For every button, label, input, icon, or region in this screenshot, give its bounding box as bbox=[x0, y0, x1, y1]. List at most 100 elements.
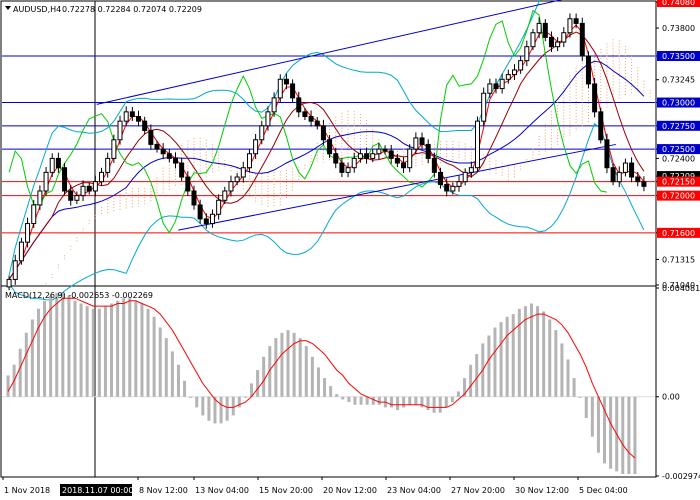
candle[interactable] bbox=[117, 115, 123, 145]
candle[interactable] bbox=[567, 13, 573, 38]
candle[interactable] bbox=[203, 213, 209, 229]
candle[interactable] bbox=[419, 132, 425, 150]
candle[interactable] bbox=[505, 69, 511, 84]
candle[interactable] bbox=[339, 157, 345, 178]
candle[interactable] bbox=[296, 91, 302, 118]
candle[interactable] bbox=[351, 152, 357, 173]
candle[interactable] bbox=[548, 31, 554, 52]
candle[interactable] bbox=[86, 182, 92, 195]
candle[interactable] bbox=[320, 119, 326, 146]
candle[interactable] bbox=[253, 133, 259, 159]
candle[interactable] bbox=[401, 157, 407, 173]
candle[interactable] bbox=[68, 185, 74, 206]
candle[interactable] bbox=[555, 37, 561, 52]
candle[interactable] bbox=[610, 163, 616, 186]
candle[interactable] bbox=[462, 168, 468, 186]
candle[interactable] bbox=[333, 148, 339, 169]
candle[interactable] bbox=[111, 134, 117, 163]
candle[interactable] bbox=[585, 51, 591, 89]
candle[interactable] bbox=[259, 120, 265, 145]
candle[interactable] bbox=[31, 200, 37, 228]
candle[interactable] bbox=[481, 87, 487, 127]
candle[interactable] bbox=[542, 19, 548, 42]
candle[interactable] bbox=[388, 144, 394, 164]
candle[interactable] bbox=[314, 117, 320, 130]
candle[interactable] bbox=[499, 73, 505, 94]
candle[interactable] bbox=[123, 106, 129, 127]
candle[interactable] bbox=[573, 13, 579, 29]
candle[interactable] bbox=[160, 143, 166, 160]
candle[interactable] bbox=[475, 116, 481, 172]
candle[interactable] bbox=[450, 182, 456, 195]
candle[interactable] bbox=[382, 145, 388, 155]
candle[interactable] bbox=[191, 185, 197, 210]
candle[interactable] bbox=[240, 161, 246, 183]
candle[interactable] bbox=[142, 116, 148, 135]
candle[interactable] bbox=[234, 173, 240, 186]
candle[interactable] bbox=[80, 180, 86, 202]
candle[interactable] bbox=[425, 139, 431, 163]
candle[interactable] bbox=[49, 153, 55, 178]
candle[interactable] bbox=[604, 133, 610, 174]
candle[interactable] bbox=[277, 74, 283, 103]
candle[interactable] bbox=[308, 110, 314, 127]
candle[interactable] bbox=[99, 167, 105, 186]
candle[interactable] bbox=[641, 176, 647, 192]
candle[interactable] bbox=[265, 106, 271, 131]
candle[interactable] bbox=[629, 157, 635, 183]
candle[interactable] bbox=[536, 17, 542, 39]
candle[interactable] bbox=[172, 152, 178, 169]
candle[interactable] bbox=[364, 147, 370, 164]
candle[interactable] bbox=[55, 152, 61, 173]
candle[interactable] bbox=[37, 185, 43, 210]
candle[interactable] bbox=[209, 209, 215, 228]
candle[interactable] bbox=[579, 17, 585, 62]
candle[interactable] bbox=[456, 175, 462, 192]
candle[interactable] bbox=[394, 154, 400, 167]
candle[interactable] bbox=[622, 158, 628, 177]
candle[interactable] bbox=[179, 158, 185, 182]
candle[interactable] bbox=[62, 163, 68, 196]
candle[interactable] bbox=[74, 191, 80, 204]
candle[interactable] bbox=[518, 56, 524, 74]
candle[interactable] bbox=[357, 148, 363, 163]
candle[interactable] bbox=[43, 167, 49, 196]
candle[interactable] bbox=[129, 106, 135, 121]
candle[interactable] bbox=[105, 152, 111, 178]
candle[interactable] bbox=[197, 199, 203, 224]
candle[interactable] bbox=[271, 92, 277, 117]
candle[interactable] bbox=[6, 275, 12, 291]
candle[interactable] bbox=[222, 186, 228, 205]
candle[interactable] bbox=[302, 107, 308, 121]
candle[interactable] bbox=[407, 144, 413, 173]
candle[interactable] bbox=[561, 27, 567, 48]
candle[interactable] bbox=[370, 149, 376, 163]
candle[interactable] bbox=[413, 132, 419, 155]
candle[interactable] bbox=[345, 162, 351, 178]
candle[interactable] bbox=[635, 171, 641, 187]
candle[interactable] bbox=[25, 217, 31, 248]
candle[interactable] bbox=[283, 73, 289, 90]
candle[interactable] bbox=[616, 166, 622, 188]
candle[interactable] bbox=[376, 143, 382, 160]
candle[interactable] bbox=[228, 175, 234, 197]
candle[interactable] bbox=[166, 149, 172, 163]
candle[interactable] bbox=[327, 135, 333, 158]
candle[interactable] bbox=[92, 175, 98, 197]
candle[interactable] bbox=[524, 40, 530, 67]
candle[interactable] bbox=[493, 78, 499, 94]
candle[interactable] bbox=[216, 194, 222, 220]
candle[interactable] bbox=[154, 140, 160, 153]
candle[interactable] bbox=[592, 77, 598, 118]
candle[interactable] bbox=[530, 28, 536, 51]
candle[interactable] bbox=[18, 237, 24, 265]
candle[interactable] bbox=[438, 167, 444, 189]
candle[interactable] bbox=[431, 152, 437, 178]
candle[interactable] bbox=[487, 78, 493, 98]
candle[interactable] bbox=[468, 161, 474, 178]
candle[interactable] bbox=[12, 254, 18, 285]
candlesticks[interactable] bbox=[6, 13, 647, 291]
candle[interactable] bbox=[246, 149, 252, 172]
candle[interactable] bbox=[148, 124, 154, 150]
candle[interactable] bbox=[185, 171, 191, 197]
